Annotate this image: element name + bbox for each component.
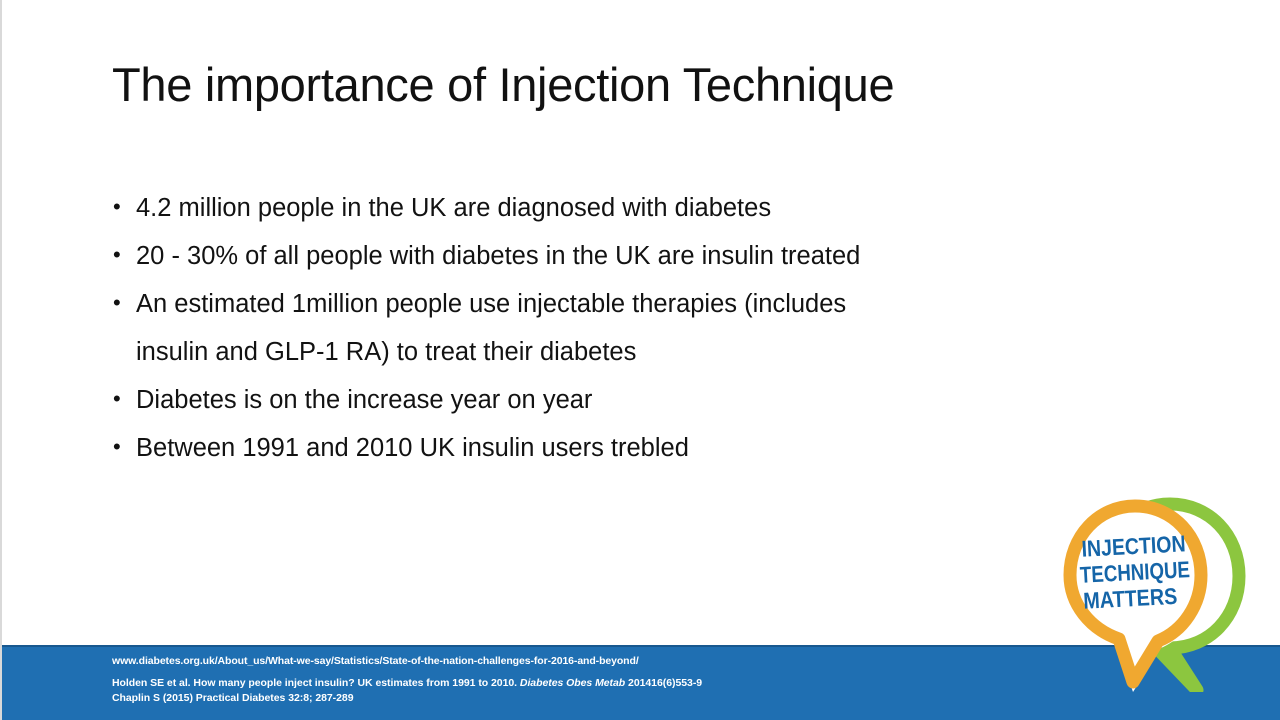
- page-title: The importance of Injection Technique: [112, 58, 895, 111]
- logo-line-2: TECHNIQUE: [1079, 556, 1190, 588]
- citation-1-text-after: 201416(6)553-9: [625, 677, 703, 689]
- list-item-continuation: insulin and GLP-1 RA) to treat their dia…: [110, 330, 1010, 378]
- list-item: • Between 1991 and 2010 UK insulin users…: [110, 426, 1010, 474]
- list-item-text: Between 1991 and 2010 UK insulin users t…: [136, 434, 689, 462]
- citation-1-journal-name: Diabetes Obes Metab: [519, 677, 626, 689]
- reference-citation-2: Chaplin S (2015) Practical Diabetes 32:8…: [112, 691, 354, 704]
- bullet-marker-icon: •: [113, 290, 121, 315]
- list-item-text: An estimated 1million people use injecta…: [136, 290, 847, 318]
- list-item-text: insulin and GLP-1 RA) to treat their dia…: [136, 338, 637, 366]
- injection-technique-matters-logo: INJECTION TECHNIQUE MATTERS: [1057, 492, 1252, 692]
- list-item: • 20 - 30% of all people with diabetes i…: [110, 234, 1010, 282]
- list-item: • An estimated 1million people use injec…: [110, 282, 1010, 330]
- citation-1-text-before: Holden SE et al. How many people inject …: [112, 677, 520, 689]
- references-block: www.diabetes.org.uk/About_us/What-we-say…: [112, 654, 872, 705]
- list-item: • 4.2 million people in the UK are diagn…: [110, 186, 1010, 234]
- list-item: • Diabetes is on the increase year on ye…: [110, 378, 1010, 426]
- bullet-marker-icon: •: [113, 386, 121, 411]
- bullet-marker-icon: •: [113, 194, 121, 219]
- orange-speech-bubble-icon: [1063, 499, 1208, 689]
- list-item-text: Diabetes is on the increase year on year: [136, 386, 593, 414]
- list-item-text: 20 - 30% of all people with diabetes in …: [136, 242, 861, 270]
- logo-wordmark: INJECTION TECHNIQUE MATTERS: [1079, 530, 1190, 614]
- reference-citation-1: Holden SE et al. How many people inject …: [112, 676, 872, 691]
- footer-band: [2, 645, 1280, 720]
- bullet-list: • 4.2 million people in the UK are diagn…: [110, 186, 1010, 474]
- reference-url[interactable]: www.diabetes.org.uk/About_us/What-we-say…: [112, 655, 639, 667]
- logo-line-3: MATTERS: [1083, 583, 1178, 614]
- bullet-marker-icon: •: [113, 242, 121, 267]
- bullet-marker-icon: •: [113, 434, 121, 459]
- list-item-text: 4.2 million people in the UK are diagnos…: [136, 194, 772, 222]
- logo-line-1: INJECTION: [1081, 530, 1186, 561]
